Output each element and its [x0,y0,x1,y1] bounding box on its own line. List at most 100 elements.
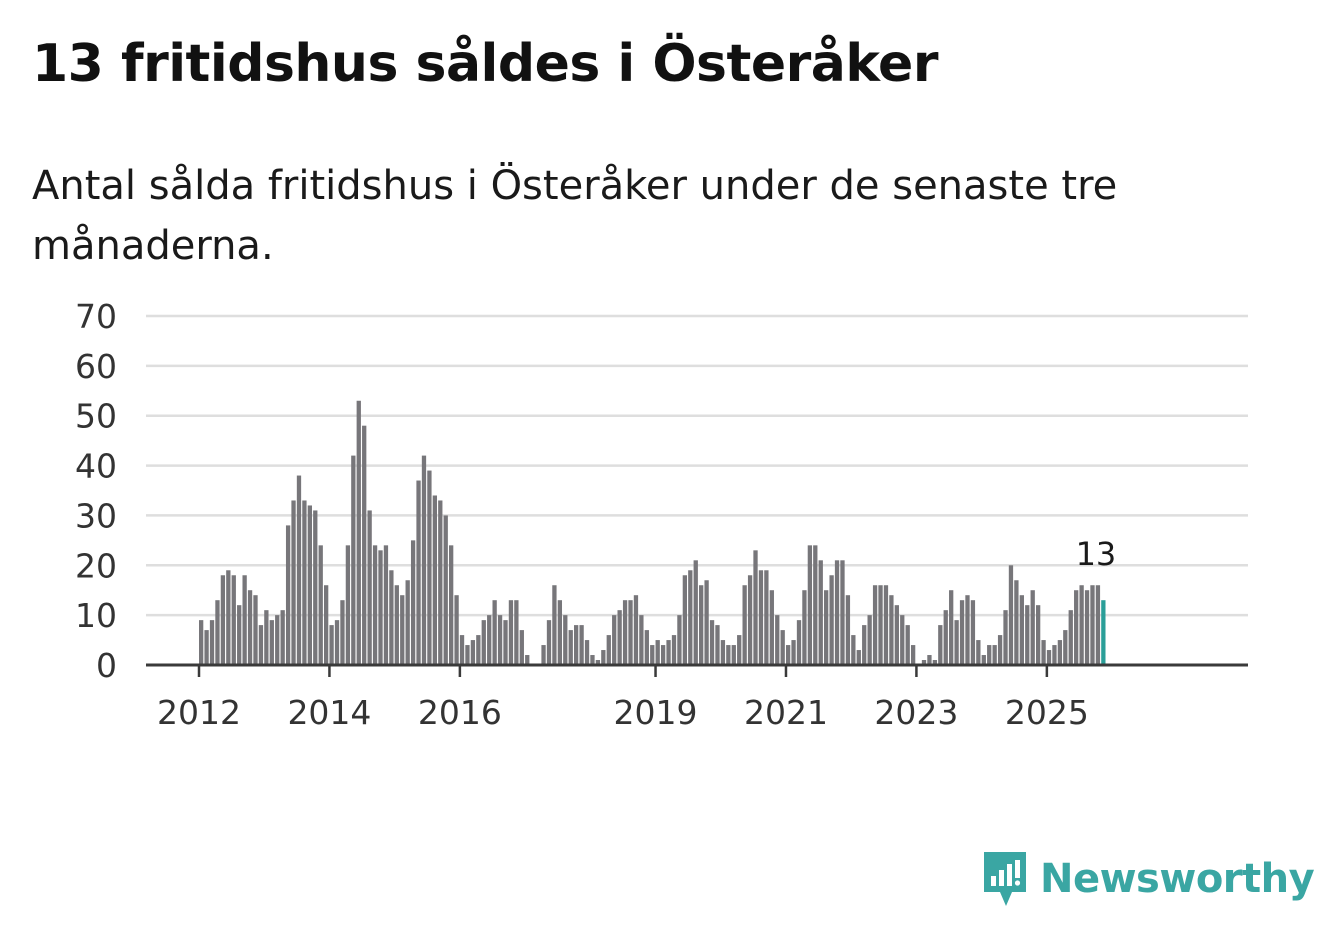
bar [199,620,204,665]
bar [677,615,682,665]
bar [459,635,465,665]
y-tick-label: 30 [75,496,117,535]
bar [1057,640,1063,665]
bar [584,640,590,665]
bar [427,470,432,665]
newsworthy-logo-text: Newsworthy [1040,856,1315,902]
bar [421,455,427,665]
bar [1090,585,1095,665]
bar [394,585,399,665]
bar [802,590,807,665]
bar [970,600,976,665]
bar [796,620,802,665]
bar [862,625,867,665]
bar [432,495,437,665]
x-tick-label: 2012 [157,693,241,732]
bar [1003,610,1008,665]
bar [976,640,981,665]
bar [753,550,758,665]
bar [720,640,726,665]
bar [981,655,986,665]
bar [514,600,519,665]
y-axis-ticks: 0 10 20 30 40 50 60 70 [75,297,117,685]
x-tick-label: 2025 [1005,693,1089,732]
bar [574,625,579,665]
bar [1041,640,1046,665]
bar [595,660,601,665]
bar [949,590,954,665]
bar [769,590,774,665]
bar [231,575,236,665]
bar [883,585,889,665]
bar [889,595,894,665]
bar [693,560,698,665]
bar [1063,630,1068,665]
bar [612,615,617,665]
bar [894,605,899,665]
bar [258,625,264,665]
bar [557,600,563,665]
bar [628,600,633,665]
bar [519,630,524,665]
bar [851,635,856,665]
bar [438,500,443,665]
bar [449,545,454,665]
bar [1084,590,1090,665]
bar [900,615,905,665]
bar [845,595,851,665]
x-axis-ticks: 2012 2014 2016 2019 2021 2023 2025 [157,665,1089,732]
bar [775,615,780,665]
bar [492,600,497,665]
bar [742,585,747,665]
bar [204,630,209,665]
bar [291,500,296,665]
bar [362,425,367,665]
x-tick-label: 2021 [744,693,828,732]
bar [905,625,910,665]
bar [1008,565,1014,665]
bar [954,620,959,665]
bar [878,585,883,665]
bar [497,615,503,665]
bar [579,625,584,665]
bar [285,525,291,665]
bar [465,645,470,665]
bar [247,590,253,665]
y-tick-label: 40 [75,447,117,486]
newsworthy-logo: Newsworthy [980,848,1315,910]
bar [965,595,970,665]
x-tick-label: 2016 [418,693,502,732]
bar [807,545,813,665]
bar [508,600,514,665]
bar [938,625,943,665]
bar [726,645,731,665]
data-label-last: 13 [1076,535,1117,573]
x-tick-label: 2023 [874,693,958,732]
bar [709,620,715,665]
bar [220,575,226,665]
bar [503,620,508,665]
bar [269,620,274,665]
bar [764,570,769,665]
bar [296,475,302,665]
bar [410,540,416,665]
bar [226,570,231,665]
bar [318,545,323,665]
bar [997,635,1003,665]
bar [1019,595,1024,665]
bar [671,635,677,665]
bar [704,580,709,665]
chart-subtitle: Antal sålda fritidshus i Österåker under… [32,163,1118,269]
x-tick-label: 2019 [614,693,698,732]
bar [927,655,932,665]
bar [481,620,486,665]
bar [639,615,644,665]
bar [606,635,611,665]
bar [275,615,280,665]
bar [840,560,845,665]
bar [525,655,530,665]
bar [688,570,693,665]
bar [644,630,649,665]
bar [1079,585,1084,665]
bar [307,505,312,665]
